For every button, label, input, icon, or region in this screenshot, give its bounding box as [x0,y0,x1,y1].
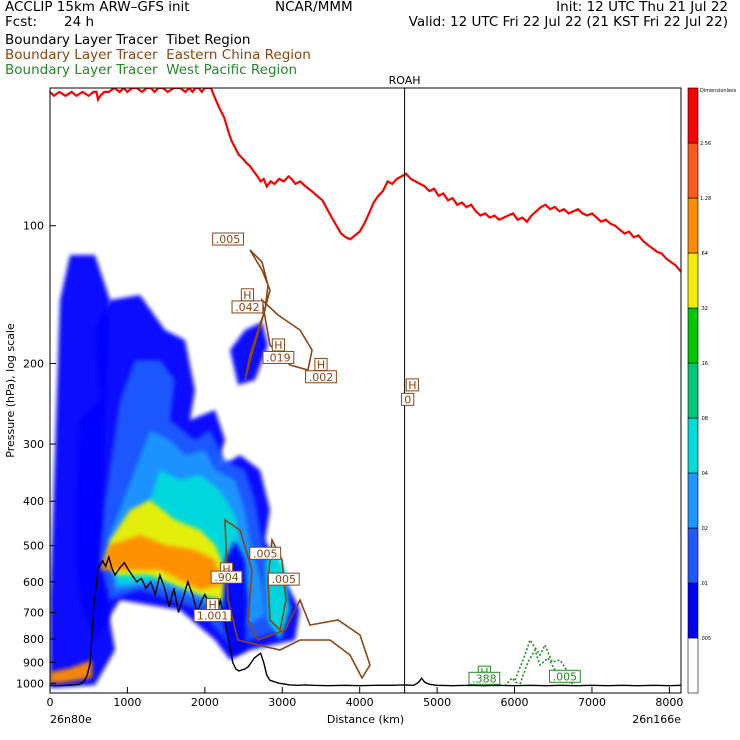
contour-label-9: 0 [404,393,411,406]
x-tick-label-8: 7000 [578,696,606,709]
y-tick-label-3: 300 [23,438,44,451]
colorbar-level-7: .32 [700,306,708,312]
y-tick-label-4: 400 [23,495,44,508]
contour-label-box-18 [548,669,581,683]
contour-label-2: H [243,289,251,302]
china-tracer-contour-1 [244,249,271,381]
header-model: ACCLIP 15km ARW–GFS init [5,0,190,15]
y-tick-label-5: 500 [23,540,44,553]
contour-label-box-15 [193,608,232,622]
contour-label-3: .042 [235,301,260,314]
header-fcst-value: 24 h [64,14,95,30]
legend-west-pacific: Boundary Layer Tracer West Pacific Regio… [5,62,298,78]
contour-label-box-1 [212,232,244,246]
colorbar-level-4: .04 [700,471,708,477]
x-axis-title: Distance (km) [327,713,404,726]
terrain-line [50,554,681,687]
tropopause-line [50,88,681,273]
colorbar-segment-9 [687,197,699,254]
contour-label-8: H [408,379,416,392]
header-init: Init: 12 UTC Thu 21 Jul 22 [556,0,728,15]
contour-label-10: .005 [253,547,278,560]
x-tick-label-7: 6000 [501,696,529,709]
y-tick-label-10: 1000 [16,677,44,690]
roah-marker-label: ROAH [389,74,421,87]
x-end-label: 26n166e [632,713,681,726]
x-tick-label-6: 5000 [423,696,451,709]
colorbar-segment-1 [687,637,699,694]
colorbar-level-9: 1.28 [700,196,711,202]
header-valid: Valid: 12 UTC Fri 22 Jul 22 (21 KST Fri … [408,14,728,30]
contour-label-box-13 [267,572,300,586]
contour-label-7: .002 [309,371,334,384]
x-tick-label-2: 1000 [113,696,141,709]
plot-frame [49,87,682,694]
legend-eastern-china: Boundary Layer Tracer Eastern China Regi… [5,47,311,63]
contour-label-12: .904 [214,571,239,584]
colorbar-segment-4 [687,472,699,529]
colorbar-segment-10 [687,142,699,199]
contour-label-box-17 [468,671,501,685]
tracer-area-8 [50,660,92,683]
tracer-area-7 [100,535,222,590]
colorbar-segment-6 [687,362,699,419]
contour-label-1: .005 [216,233,241,246]
x-tick-label-9: 8000 [655,696,683,709]
contour-label-box-5 [262,350,295,364]
pacific-tracer-contour-1 [514,638,573,685]
x-tick-label-5: 4000 [346,696,374,709]
china-tracer-contour-3 [224,518,371,680]
contour-label-11: H [222,563,230,576]
y-tick-label-6: 600 [23,576,44,589]
colorbar-segment-11 [687,87,699,144]
colorbar-segment-2 [687,582,699,639]
contour-label-box-10 [249,546,282,560]
contour-label-15: 1.001 [197,609,229,622]
colorbar-segment-3 [687,527,699,584]
x-tick-label-1: 0 [47,696,54,709]
colorbar-level-5: .08 [700,416,708,422]
contour-label-13: .005 [272,573,297,586]
contour-label-box-7 [305,370,337,384]
colorbar-title: Dimensionless [700,88,737,94]
contour-label-4: H [274,339,282,352]
contour-label-box-3 [231,300,264,314]
colorbar-level-6: .16 [700,361,708,367]
contour-label-box-12 [210,570,243,584]
colorbar-level-10: 2.56 [700,141,711,147]
y-tick-label-9: 900 [23,656,44,669]
colorbar-segment-8 [687,252,699,309]
contour-label-box-4 [271,338,285,352]
colorbar-level-3: .02 [700,526,708,532]
tracer-area-11 [230,322,268,385]
pacific-tracer-contour-3 [504,676,519,687]
contour-label-5: .019 [266,351,291,364]
contour-label-6: H [317,358,325,371]
colorbar-segment-7 [687,307,699,364]
colorbar-level-2: .01 [700,581,708,587]
y-tick-label-1: 100 [23,220,44,233]
y-tick-label-2: 200 [23,357,44,370]
legend-tibet: Boundary Layer Tracer Tibet Region [5,32,251,48]
x-tick-label-3: 2000 [191,696,219,709]
tracer-area-10 [265,545,290,640]
colorbar-level-8: .64 [700,251,708,257]
contour-label-box-8 [405,378,419,392]
x-start-label: 26n80e [50,713,92,726]
header-fcst-label: Fcst: [5,14,38,30]
contour-label-18: .005 [553,670,578,683]
y-tick-label-7: 700 [23,606,44,619]
x-tick-label-4: 3000 [268,696,296,709]
y-tick-label-8: 800 [23,633,44,646]
contour-label-14: H [208,599,216,612]
header-org: NCAR/MMM [275,0,353,15]
colorbar-segment-5 [687,417,699,474]
colorbar: .005 .01 .02 .04 .08 .16 .32 .64 1.28 2.56 Dimensi… [687,87,737,694]
colorbar-level-1: .005 [700,636,711,642]
contour-label-17: .388 [472,672,497,685]
y-axis-title: Pressure (hPa), log scale [4,323,17,458]
contour-label-box-9 [401,392,415,406]
